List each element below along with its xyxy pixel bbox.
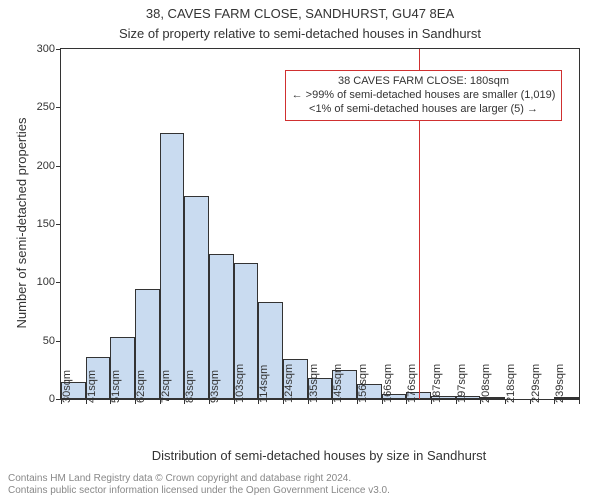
y-tick-label: 300 bbox=[37, 43, 61, 55]
title-main: 38, CAVES FARM CLOSE, SANDHURST, GU47 8E… bbox=[0, 6, 600, 21]
x-tick-label: 114sqm bbox=[258, 365, 270, 403]
x-tick bbox=[579, 399, 580, 404]
annotation-line: 38 CAVES FARM CLOSE: 180sqm bbox=[292, 75, 556, 89]
license-text: Contains HM Land Registry data © Crown c… bbox=[8, 473, 390, 496]
histogram-bar bbox=[184, 196, 209, 399]
x-tick-label: 72sqm bbox=[160, 370, 172, 403]
y-tick-label: 100 bbox=[37, 276, 61, 288]
y-tick-label: 150 bbox=[37, 218, 61, 230]
x-tick-label: 103sqm bbox=[234, 364, 246, 403]
x-tick-label: 229sqm bbox=[530, 364, 542, 403]
y-tick-label: 50 bbox=[43, 335, 61, 347]
x-tick-label: 156sqm bbox=[357, 364, 369, 403]
license-line-2: Contains public sector information licen… bbox=[8, 485, 390, 497]
x-axis-label: Distribution of semi-detached houses by … bbox=[60, 448, 578, 463]
y-tick-label: 200 bbox=[37, 160, 61, 172]
x-tick-label: 62sqm bbox=[135, 370, 147, 403]
x-tick-label: 176sqm bbox=[406, 364, 418, 403]
x-tick-label: 218sqm bbox=[505, 364, 517, 403]
annotation-box: 38 CAVES FARM CLOSE: 180sqm← >99% of sem… bbox=[285, 70, 563, 121]
y-axis-label: Number of semi-detached properties bbox=[14, 118, 29, 329]
x-tick-label: 135sqm bbox=[308, 364, 320, 403]
x-tick-label: 145sqm bbox=[332, 364, 344, 403]
x-tick-label: 124sqm bbox=[283, 364, 295, 403]
title-sub: Size of property relative to semi-detach… bbox=[0, 26, 600, 41]
histogram-bar bbox=[160, 133, 185, 399]
x-tick-label: 83sqm bbox=[184, 370, 196, 403]
x-tick-label: 208sqm bbox=[480, 364, 492, 403]
x-tick-label: 51sqm bbox=[110, 370, 122, 403]
x-tick-label: 30sqm bbox=[61, 370, 73, 403]
y-tick-label: 0 bbox=[49, 393, 61, 405]
x-tick-label: 239sqm bbox=[554, 364, 566, 403]
license-line-1: Contains HM Land Registry data © Crown c… bbox=[8, 473, 390, 485]
x-tick-label: 166sqm bbox=[382, 364, 394, 403]
x-tick-label: 93sqm bbox=[209, 370, 221, 403]
x-tick-label: 41sqm bbox=[86, 370, 98, 403]
figure: 38, CAVES FARM CLOSE, SANDHURST, GU47 8E… bbox=[0, 0, 600, 500]
annotation-line: ← >99% of semi-detached houses are small… bbox=[292, 89, 556, 103]
plot-area: 05010015020025030030sqm41sqm51sqm62sqm72… bbox=[60, 48, 580, 400]
annotation-line: <1% of semi-detached houses are larger (… bbox=[292, 103, 556, 117]
x-tick-label: 197sqm bbox=[456, 364, 468, 403]
y-tick-label: 250 bbox=[37, 101, 61, 113]
x-tick-label: 187sqm bbox=[431, 364, 443, 403]
